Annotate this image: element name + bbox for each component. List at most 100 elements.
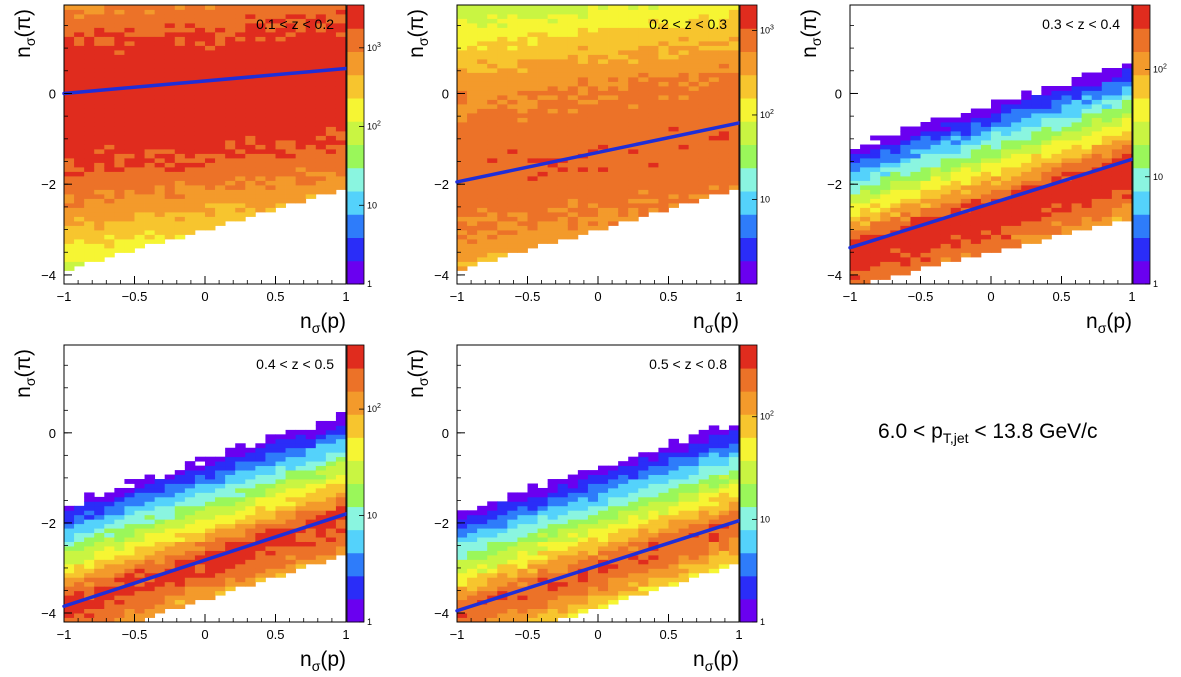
heatmap-cell: [134, 487, 145, 493]
heatmap-cell: [335, 541, 347, 547]
heatmap-cell: [154, 198, 166, 204]
heatmap-cell: [708, 9, 720, 15]
heatmap-cell: [638, 189, 649, 195]
heatmap-cell: [678, 32, 690, 37]
heatmap-cell: [315, 429, 327, 435]
heatmap-cell: [164, 492, 176, 498]
heatmap-cell: [477, 225, 488, 231]
heatmap-cell: [698, 14, 710, 19]
heatmap-cell: [74, 162, 85, 168]
heatmap-cell: [698, 18, 710, 24]
heatmap-cell: [144, 541, 156, 547]
heatmap-cell: [315, 9, 327, 15]
heatmap-cell: [467, 568, 478, 574]
heatmap-cell: [1071, 99, 1083, 105]
heatmap-cell: [467, 185, 478, 190]
heatmap-cell: [1031, 122, 1042, 127]
heatmap-cell: [1061, 104, 1072, 109]
heatmap-cell: [325, 420, 337, 426]
heatmap-cell: [184, 72, 196, 78]
heatmap-cell: [154, 532, 166, 538]
heatmap-cell: [255, 140, 266, 145]
heatmap-cell: [930, 216, 942, 222]
heatmap-cell: [104, 14, 115, 19]
heatmap-cell: [1121, 194, 1133, 199]
heatmap-cell: [144, 474, 156, 480]
heatmap-cell: [1021, 131, 1032, 136]
heatmap-cell: [930, 230, 942, 235]
heatmap-cell: [648, 207, 659, 213]
heatmap-cell: [275, 14, 286, 19]
heatmap-cell: [477, 613, 488, 618]
heatmap-cell: [688, 135, 700, 141]
heatmap-cell: [698, 77, 710, 82]
heatmap-cell: [870, 194, 881, 199]
heatmap-cell: [527, 194, 538, 199]
heatmap-cell: [467, 581, 478, 587]
heatmap-cell: [507, 81, 518, 87]
heatmap-cell: [84, 108, 95, 114]
heatmap-cell: [457, 113, 468, 118]
heatmap-cell: [1061, 212, 1072, 217]
heatmap-cell: [950, 131, 962, 136]
heatmap-cell: [194, 167, 206, 172]
heatmap-cell: [527, 9, 538, 15]
heatmap-cell: [668, 18, 679, 24]
heatmap-cell: [205, 474, 216, 480]
heatmap-cell: [184, 9, 196, 15]
heatmap-cell: [205, 32, 216, 37]
heatmap-cell: [1001, 230, 1012, 235]
heatmap-cell: [497, 104, 508, 109]
heatmap-cell: [215, 470, 226, 475]
heatmap-cell: [64, 590, 75, 596]
heatmap-cell: [980, 230, 992, 235]
heatmap-cell: [285, 447, 297, 453]
heatmap-cell: [275, 108, 286, 114]
heatmap-cell: [668, 45, 679, 51]
heatmap-cell: [84, 167, 95, 172]
heatmap-cell: [880, 189, 891, 195]
heatmap-cell: [114, 595, 125, 601]
heatmap-cell: [285, 95, 297, 100]
heatmap-cell: [537, 122, 549, 127]
heatmap-cell: [598, 167, 609, 172]
heatmap-cell: [64, 559, 75, 565]
heatmap-cell: [930, 207, 942, 213]
heatmap-cell: [467, 135, 478, 141]
heatmap-cell: [1021, 149, 1032, 154]
heatmap-cell: [1021, 230, 1032, 235]
heatmap-cell: [1011, 234, 1022, 240]
heatmap-cell: [104, 162, 115, 168]
heatmap-cell: [265, 198, 276, 204]
heatmap-cell: [567, 45, 579, 51]
heatmap-cell: [295, 171, 307, 177]
heatmap-cell: [174, 541, 186, 547]
heatmap-cell: [64, 81, 75, 87]
heatmap-cell: [94, 153, 105, 159]
heatmap-cell: [1121, 153, 1133, 159]
heatmap-cell: [587, 126, 599, 132]
heatmap-cell: [698, 171, 710, 177]
heatmap-cell: [1051, 108, 1062, 114]
heatmap-cell: [64, 23, 75, 28]
heatmap-cell: [457, 225, 468, 231]
heatmap-cell: [557, 59, 569, 64]
heatmap-cell: [144, 212, 156, 217]
heatmap-cell: [64, 171, 75, 177]
heatmap-cell: [507, 117, 518, 123]
heatmap-cell: [940, 180, 952, 186]
heatmap-cell: [648, 203, 659, 208]
heatmap-cell: [74, 590, 85, 596]
heatmap-cell: [457, 5, 468, 10]
heatmap-cell: [245, 176, 256, 181]
heatmap-cell: [1081, 126, 1093, 132]
heatmap-cell: [678, 198, 690, 204]
heatmap-cell: [295, 501, 307, 507]
heatmap-cell: [64, 541, 75, 547]
heatmap-cell: [1121, 86, 1133, 91]
heatmap-cell: [114, 167, 125, 172]
heatmap-cell: [860, 230, 871, 235]
heatmap-cell: [235, 505, 246, 511]
heatmap-cell: [184, 99, 196, 105]
